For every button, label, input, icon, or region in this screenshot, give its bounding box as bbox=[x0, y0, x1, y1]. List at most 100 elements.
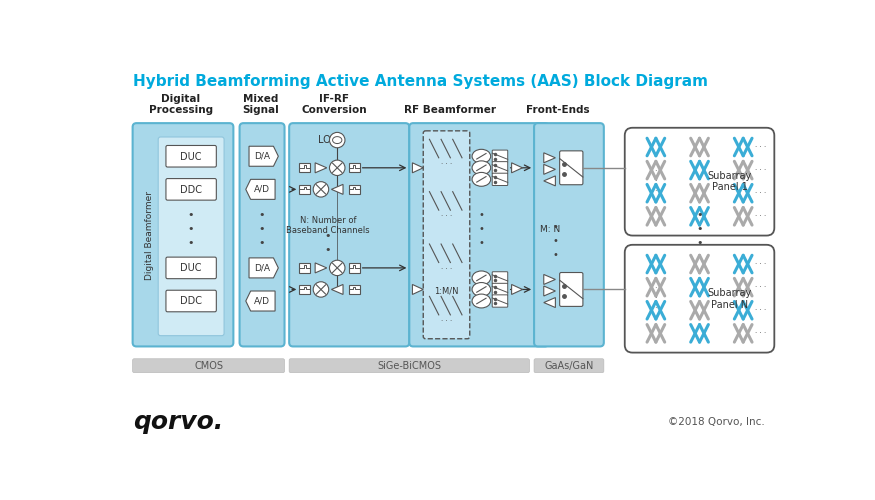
Polygon shape bbox=[332, 184, 343, 194]
Polygon shape bbox=[412, 163, 424, 173]
Circle shape bbox=[313, 182, 329, 197]
Text: · · ·: · · · bbox=[755, 307, 766, 313]
Text: •
•
•: • • • bbox=[187, 210, 194, 248]
Text: · · ·: · · · bbox=[755, 284, 766, 290]
Polygon shape bbox=[332, 284, 343, 294]
FancyBboxPatch shape bbox=[424, 131, 470, 338]
FancyBboxPatch shape bbox=[560, 151, 583, 184]
FancyBboxPatch shape bbox=[493, 162, 507, 174]
Polygon shape bbox=[543, 298, 556, 308]
Bar bbox=[299, 285, 310, 294]
Polygon shape bbox=[315, 263, 326, 273]
Polygon shape bbox=[512, 284, 522, 294]
Text: ·
·
·: · · · bbox=[654, 167, 657, 196]
FancyBboxPatch shape bbox=[493, 150, 507, 162]
Text: ·
·
·: · · · bbox=[654, 284, 657, 314]
Bar bbox=[299, 163, 310, 172]
Polygon shape bbox=[249, 146, 278, 167]
Bar bbox=[349, 184, 360, 194]
Text: LO: LO bbox=[318, 135, 332, 145]
Text: CMOS: CMOS bbox=[194, 360, 223, 370]
Ellipse shape bbox=[473, 282, 491, 296]
Text: · · ·: · · · bbox=[755, 214, 766, 220]
FancyBboxPatch shape bbox=[493, 295, 507, 307]
Text: D/A: D/A bbox=[254, 152, 270, 161]
Text: A/D: A/D bbox=[254, 185, 270, 194]
Text: Subarray
Panel N: Subarray Panel N bbox=[707, 288, 752, 310]
Bar bbox=[299, 264, 310, 272]
Text: DUC: DUC bbox=[180, 152, 201, 162]
FancyBboxPatch shape bbox=[410, 123, 549, 346]
Text: · · ·: · · · bbox=[441, 161, 452, 167]
Ellipse shape bbox=[473, 161, 491, 174]
Text: Mixed
Signal: Mixed Signal bbox=[242, 94, 279, 116]
Text: Hybrid Beamforming Active Antenna Systems (AAS) Block Diagram: Hybrid Beamforming Active Antenna System… bbox=[133, 74, 708, 89]
Polygon shape bbox=[412, 284, 424, 294]
Ellipse shape bbox=[473, 150, 491, 163]
Circle shape bbox=[330, 160, 345, 176]
Circle shape bbox=[330, 132, 345, 148]
Text: · · ·: · · · bbox=[755, 261, 766, 267]
FancyBboxPatch shape bbox=[534, 123, 604, 346]
FancyBboxPatch shape bbox=[133, 359, 284, 372]
Text: •
•
•: • • • bbox=[259, 210, 265, 248]
FancyBboxPatch shape bbox=[560, 272, 583, 306]
Text: Digital Beamformer: Digital Beamformer bbox=[145, 191, 154, 280]
FancyBboxPatch shape bbox=[240, 123, 284, 346]
Polygon shape bbox=[543, 176, 556, 186]
Text: A/D: A/D bbox=[254, 296, 270, 306]
Polygon shape bbox=[543, 274, 556, 284]
Text: SiGe-BiCMOS: SiGe-BiCMOS bbox=[377, 360, 441, 370]
Text: · · ·: · · · bbox=[755, 144, 766, 150]
Ellipse shape bbox=[473, 172, 491, 186]
FancyBboxPatch shape bbox=[166, 257, 216, 278]
Text: RF Beamformer: RF Beamformer bbox=[404, 106, 496, 116]
Polygon shape bbox=[543, 286, 556, 296]
Text: · · ·: · · · bbox=[441, 266, 452, 272]
Polygon shape bbox=[246, 291, 275, 311]
Text: •
•: • • bbox=[325, 232, 331, 256]
Text: 1:M/N: 1:M/N bbox=[434, 286, 458, 296]
FancyBboxPatch shape bbox=[289, 359, 529, 372]
Polygon shape bbox=[249, 258, 278, 278]
Polygon shape bbox=[543, 153, 556, 163]
Text: · · ·: · · · bbox=[441, 318, 452, 324]
Ellipse shape bbox=[473, 271, 491, 285]
FancyBboxPatch shape bbox=[493, 173, 507, 186]
Text: DDC: DDC bbox=[179, 296, 202, 306]
Text: · · ·: · · · bbox=[441, 214, 452, 220]
Text: ©2018 Qorvo, Inc.: ©2018 Qorvo, Inc. bbox=[668, 417, 764, 427]
Text: •
•
•: • • • bbox=[552, 222, 558, 260]
Text: Subarray
Panel 1: Subarray Panel 1 bbox=[707, 171, 752, 192]
Circle shape bbox=[313, 282, 329, 297]
Text: Front-Ends: Front-Ends bbox=[526, 106, 589, 116]
Ellipse shape bbox=[473, 294, 491, 308]
Text: · · ·: · · · bbox=[755, 190, 766, 196]
Text: •
•
•: • • • bbox=[479, 210, 485, 248]
FancyBboxPatch shape bbox=[289, 123, 410, 346]
FancyBboxPatch shape bbox=[133, 123, 234, 346]
Text: DDC: DDC bbox=[179, 184, 202, 194]
FancyBboxPatch shape bbox=[166, 178, 216, 200]
Text: M: N: M: N bbox=[540, 225, 560, 234]
Polygon shape bbox=[246, 180, 275, 200]
Text: · · ·: · · · bbox=[755, 167, 766, 173]
Polygon shape bbox=[512, 163, 522, 173]
Bar bbox=[349, 285, 360, 294]
FancyBboxPatch shape bbox=[534, 359, 604, 372]
Polygon shape bbox=[543, 164, 556, 174]
Text: DUC: DUC bbox=[180, 264, 201, 274]
FancyBboxPatch shape bbox=[493, 272, 507, 284]
Circle shape bbox=[330, 260, 345, 276]
Polygon shape bbox=[315, 163, 326, 173]
FancyBboxPatch shape bbox=[166, 290, 216, 312]
FancyBboxPatch shape bbox=[166, 146, 216, 167]
FancyBboxPatch shape bbox=[158, 137, 224, 336]
FancyBboxPatch shape bbox=[625, 128, 774, 236]
Text: Digital
Processing: Digital Processing bbox=[149, 94, 213, 116]
Bar bbox=[299, 184, 310, 194]
FancyBboxPatch shape bbox=[493, 284, 507, 296]
Text: qorvo.: qorvo. bbox=[133, 410, 223, 434]
Text: · · ·: · · · bbox=[755, 330, 766, 336]
Bar bbox=[349, 163, 360, 172]
